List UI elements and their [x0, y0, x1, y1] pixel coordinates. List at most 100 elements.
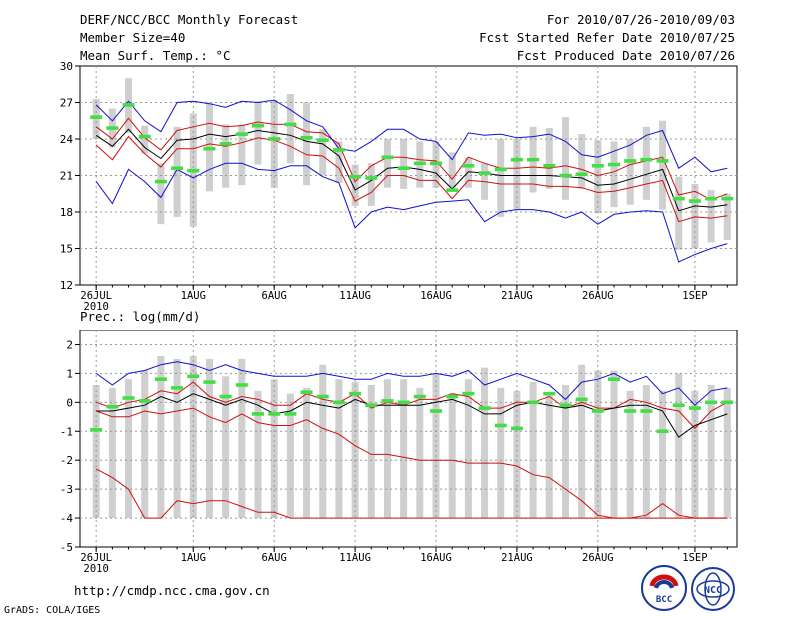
temp-xtick-sublabel: 2010 [84, 301, 109, 313]
temp-mean-marker [122, 103, 135, 107]
temp-member-box [303, 102, 311, 186]
temp-mean-marker [656, 159, 669, 163]
prec-mean-marker [203, 380, 216, 384]
temp-member-box [610, 141, 618, 208]
prec-mean-marker [656, 429, 669, 434]
source-url[interactable]: http://cmdp.ncc.cma.gov.cn [74, 583, 270, 598]
temp-mean-marker [252, 123, 265, 128]
temp-member-box [319, 129, 327, 176]
prec-member-box [400, 379, 408, 519]
temp-member-box [448, 152, 456, 188]
temp-xtick-label: 16AUG [420, 290, 452, 302]
temp-ytick-label: 21 [60, 170, 73, 183]
prec-mean-marker [705, 400, 718, 405]
temp-xtick-label: 1SEP [682, 290, 707, 302]
temp-member-box [367, 163, 375, 206]
temp-mean-marker [478, 171, 491, 175]
prec-mean-marker [268, 412, 281, 416]
temp-xtick-label: 26JUL [80, 290, 112, 302]
prec-member-box [222, 376, 230, 519]
temp-member-box [351, 164, 359, 206]
prec-series-max [95, 361, 728, 406]
temp-ytick-label: 27 [60, 97, 73, 110]
temp-member-box [561, 117, 569, 200]
prec-ytick-label: 0 [66, 396, 73, 409]
temp-member-box [626, 139, 634, 205]
temp-member-box [92, 98, 100, 139]
temp-mean-marker [510, 157, 523, 162]
prec-mean-marker [462, 391, 475, 396]
temp-ytick-label: 18 [60, 206, 73, 219]
temp-mean-marker [543, 163, 556, 168]
precip-variable-label: Prec.: log(mm/d) [80, 309, 201, 324]
prec-member-box [125, 379, 133, 519]
prec-mean-marker [543, 391, 556, 396]
temp-mean-marker [575, 172, 588, 177]
prec-ytick-label: -2 [60, 454, 73, 467]
prec-member-box [254, 390, 262, 519]
prec-member-box [561, 384, 569, 519]
temp-mean-marker [608, 162, 621, 167]
prec-member-box [157, 356, 165, 519]
temp-member-box [173, 126, 181, 217]
prec-mean-marker [381, 399, 394, 403]
prec-mean-marker [122, 396, 135, 400]
temp-member-box [383, 139, 391, 188]
temp-series-p25 [95, 135, 728, 223]
prec-mean-marker [365, 403, 378, 408]
temp-mean-marker [219, 142, 232, 146]
temp-member-box [141, 125, 149, 154]
prec-mean-marker [252, 412, 265, 416]
temp-xtick-label: 11AUG [339, 290, 371, 302]
temp-mean-marker [300, 135, 313, 140]
prec-mean-marker [154, 377, 167, 381]
fcst-started-date: Fcst Started Refer Date 2010/07/25 [479, 30, 735, 45]
temp-member-box [205, 102, 213, 192]
prec-member-box [205, 358, 213, 519]
prec-mean-marker [608, 377, 621, 381]
prec-mean-marker [349, 391, 362, 396]
temp-mean-marker [138, 134, 151, 139]
prec-mean-marker [494, 423, 507, 428]
prec-mean-marker [284, 412, 297, 416]
prec-mean-marker [559, 403, 572, 408]
prec-mean-marker [413, 394, 426, 399]
temp-mean-marker [203, 146, 216, 151]
prec-mean-marker [527, 400, 540, 405]
temp-mean-marker [154, 179, 167, 184]
prec-member-box [141, 370, 149, 519]
temp-mean-marker [187, 168, 200, 173]
prec-mean-marker [591, 409, 604, 413]
temp-mean-marker [559, 173, 572, 178]
temp-mean-marker [591, 163, 604, 168]
prec-ytick-label: -5 [60, 541, 73, 554]
prec-xtick-label: 16AUG [420, 552, 452, 564]
temp-mean-marker [721, 196, 734, 201]
temp-series-p75 [95, 117, 728, 201]
temp-mean-marker [171, 166, 184, 170]
temp-mean-marker [688, 199, 701, 203]
prec-member-box [464, 379, 472, 519]
temp-member-box [659, 120, 667, 210]
prec-mean-marker [430, 409, 443, 413]
prec-member-box [659, 390, 667, 519]
ncc-logo: NCC [691, 567, 735, 611]
prec-member-box [383, 379, 391, 519]
prec-xtick-label: 6AUG [262, 552, 287, 564]
fcst-produced-date: Fcst Produced Date 2010/07/26 [516, 48, 735, 63]
temp-member-box [222, 124, 230, 188]
temp-mean-marker [446, 188, 459, 192]
temp-mean-marker [349, 174, 362, 179]
prec-mean-marker [640, 409, 653, 413]
prec-xtick-label: 26JUL [80, 552, 112, 564]
temp-member-box [400, 139, 408, 189]
temp-xtick-label: 6AUG [262, 290, 287, 302]
bcc-logo-text: BCC [656, 595, 672, 605]
chart-title: DERF/NCC/BCC Monthly Forecast [80, 12, 299, 27]
prec-member-box [286, 393, 294, 519]
temp-xtick-label: 26AUG [582, 290, 614, 302]
temp-member-box [642, 126, 650, 200]
prec-mean-marker [235, 383, 248, 387]
